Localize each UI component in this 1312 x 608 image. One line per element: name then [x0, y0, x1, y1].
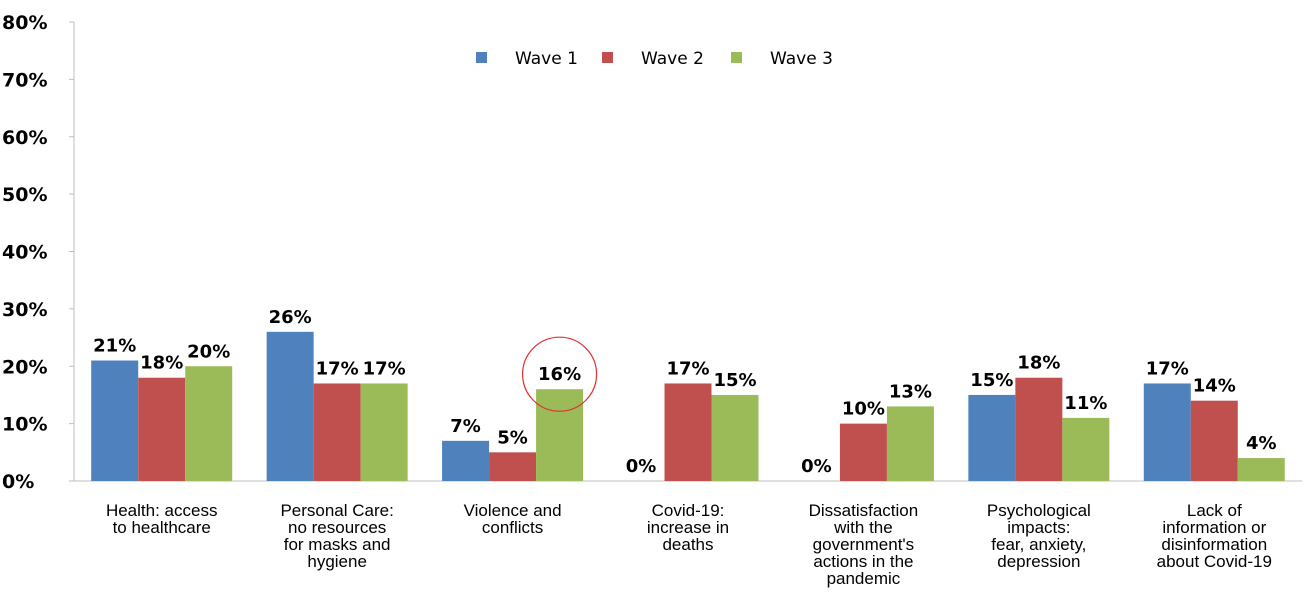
legend-label: Wave 1	[515, 49, 578, 69]
category-label: Personal Care: no resources for masks and h…	[280, 501, 393, 571]
data-label: 18%	[1017, 353, 1060, 374]
category-label-line: Violence and	[464, 501, 562, 520]
data-label: 17%	[666, 358, 709, 379]
bar	[711, 394, 759, 481]
category-label-line: conflicts	[482, 518, 543, 537]
category-labels: Health: access to healthcare Personal Care…	[106, 501, 1272, 588]
category-label: Health: access to healthcare	[106, 501, 218, 537]
category-label-line: actions in the	[813, 552, 913, 571]
category-label-line: deaths	[662, 535, 713, 554]
legend-label: Wave 3	[770, 49, 833, 69]
category-label-line: Psychological	[987, 501, 1091, 520]
bar	[360, 383, 408, 481]
category-label-line: Dissatisfaction	[809, 501, 919, 520]
y-tick-label: 70%	[2, 69, 47, 91]
data-label: 4%	[1246, 433, 1277, 454]
legend-swatch	[731, 52, 742, 63]
data-label: 26%	[269, 307, 312, 328]
data-labels: 21%18%20%26%17% 17%7%5%16%0%17%15%0%10%13…	[93, 307, 1276, 477]
data-label: 16%	[538, 364, 581, 385]
y-tick-label: 40%	[2, 242, 47, 264]
bar	[968, 394, 1016, 481]
bar	[536, 389, 584, 481]
category-label-line: pandemic	[827, 569, 901, 588]
category-label-line: impacts:	[1007, 518, 1070, 537]
data-label: 7%	[450, 416, 481, 437]
category-label: Covid-19: increase in deaths	[647, 501, 729, 554]
category-label: Dissatisfaction with the government's actio…	[809, 501, 919, 588]
data-label: 15%	[970, 370, 1013, 391]
category-label-line: Personal Care:	[280, 501, 393, 520]
category-label-line: fear, anxiety,	[991, 535, 1086, 554]
category-label-line: for masks and	[284, 535, 391, 554]
category-label-line: no resources	[288, 518, 386, 537]
category-label: Violence and conflicts	[464, 501, 562, 537]
bar	[185, 366, 233, 481]
data-label: 11%	[1064, 393, 1107, 414]
bar	[1143, 383, 1191, 481]
y-tick-label: 10%	[2, 414, 47, 436]
data-label: 13%	[889, 381, 932, 402]
bar	[1015, 377, 1063, 481]
category-label-line: government's	[813, 535, 915, 554]
data-label: 15%	[713, 370, 756, 391]
data-label: 17%	[316, 358, 359, 379]
data-label: 17%	[1146, 358, 1189, 379]
data-label: 5%	[497, 427, 528, 448]
bar	[313, 383, 361, 481]
bar	[1062, 417, 1110, 481]
bar	[839, 423, 887, 481]
category-label-line: Covid-19:	[652, 501, 725, 520]
category-label-line: disinformation	[1161, 535, 1267, 554]
data-label: 10%	[842, 399, 885, 420]
y-tick-label: 30%	[2, 299, 47, 321]
category-label-line: about Covid-19	[1157, 552, 1272, 571]
category-label-line: hygiene	[307, 552, 367, 571]
annotations	[521, 336, 598, 412]
category-label-line: with the	[833, 518, 893, 537]
category-label-line: to healthcare	[113, 518, 211, 537]
data-label: 18%	[140, 353, 183, 374]
bar	[91, 360, 139, 481]
bar	[266, 331, 314, 481]
data-label: 14%	[1193, 376, 1236, 397]
category-label-line: depression	[997, 552, 1080, 571]
y-tick-label: 50%	[2, 184, 47, 206]
category-label: Psychological impacts: fear, anxiety, depre…	[987, 501, 1091, 571]
category-label-line: increase in	[647, 518, 729, 537]
bar	[1237, 458, 1285, 481]
bar	[138, 377, 186, 481]
category-label-line: Health: access	[106, 501, 218, 520]
legend: Wave 1 Wave 2 Wave 3	[476, 49, 833, 69]
data-label: 20%	[187, 341, 230, 362]
data-label: 21%	[93, 336, 136, 357]
bar	[1190, 400, 1238, 481]
data-label: 0%	[626, 456, 657, 477]
legend-swatch	[476, 52, 487, 63]
y-tick-label: 20%	[2, 356, 47, 378]
category-label-line: Lack of	[1187, 501, 1242, 520]
bar	[442, 440, 490, 481]
category-label-line: information or	[1162, 518, 1266, 537]
y-tick-label: 0%	[2, 471, 34, 493]
y-tick-label: 60%	[2, 127, 47, 149]
category-label: Lack of information or disinformation about…	[1157, 501, 1272, 571]
legend-label: Wave 2	[641, 49, 704, 69]
bar	[664, 383, 712, 481]
bars	[91, 331, 1285, 481]
highlight-circle	[521, 336, 598, 412]
data-label: 17%	[363, 358, 406, 379]
y-tick-label: 80%	[2, 12, 47, 34]
bar	[489, 452, 537, 481]
bar	[886, 406, 934, 481]
legend-swatch	[602, 52, 613, 63]
data-label: 0%	[801, 456, 832, 477]
